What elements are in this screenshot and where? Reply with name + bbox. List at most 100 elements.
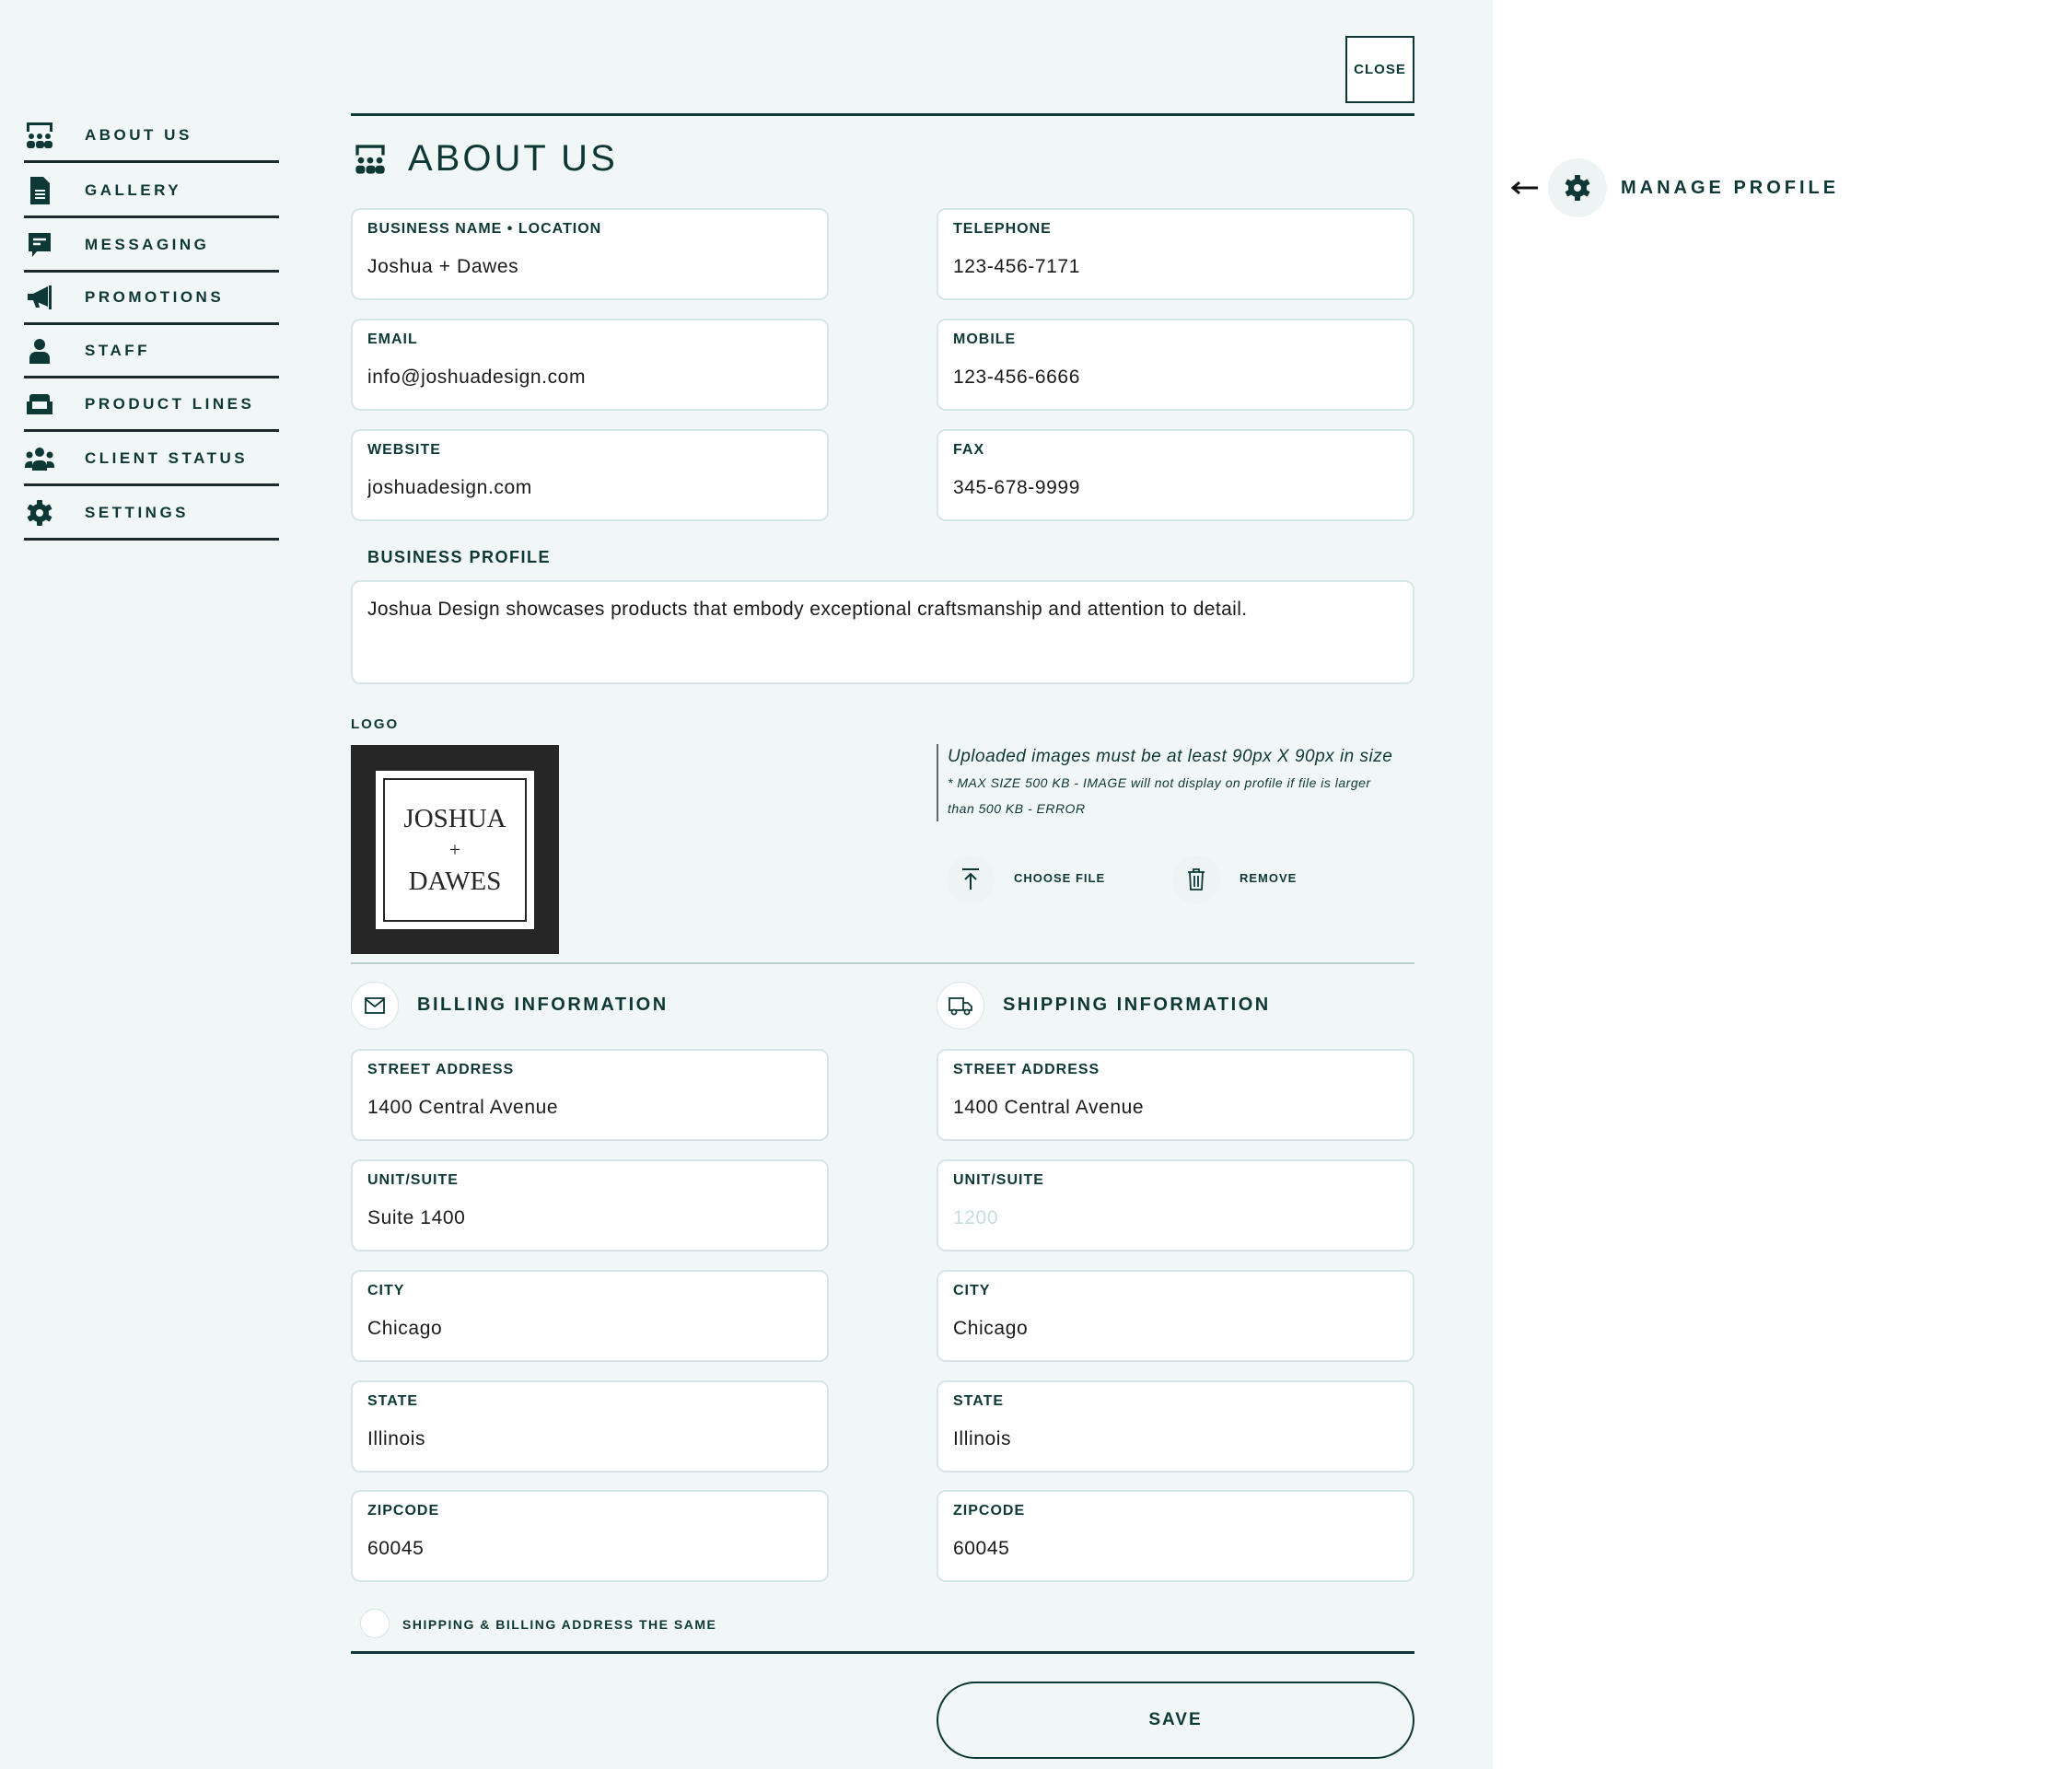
presentation-icon [355,144,385,174]
shipping-city-input[interactable] [953,1318,1395,1340]
billing-unit-field[interactable]: UNIT/SUITE [351,1159,829,1251]
shipping-street-input[interactable] [953,1097,1395,1119]
website-field[interactable]: WEBSITE [351,429,829,521]
arrow-left-icon [1510,180,1538,195]
field-label: WEBSITE [367,442,441,458]
presentation-icon [27,122,52,148]
shipping-street-field[interactable]: STREET ADDRESS [937,1049,1414,1141]
field-label: TELEPHONE [953,221,1052,237]
same-address-label[interactable]: SHIPPING & BILLING ADDRESS THE SAME [402,1617,717,1632]
fax-field[interactable]: FAX [937,429,1414,521]
message-icon [29,232,51,257]
shipping-zipcode-input[interactable] [953,1538,1395,1560]
gear-icon [1565,175,1590,201]
logo-label: LOGO [351,716,400,732]
field-label: STATE [367,1393,419,1409]
sidebar-item-label: SETTINGS [85,503,190,521]
billing-street-field[interactable]: STREET ADDRESS [351,1049,829,1141]
logo-text: JOSHUA [403,803,506,833]
document-icon [30,176,50,204]
sidebar-item-label: PROMOTIONS [85,287,225,306]
sidebar-item-label: PRODUCT LINES [85,394,255,413]
sidebar-item-messaging[interactable]: MESSAGING [24,219,279,273]
email-input[interactable] [367,367,809,389]
divider [351,113,1414,116]
logo-image: JOSHUA + DAWES [351,745,559,954]
shipping-title: SHIPPING INFORMATION [1003,995,1271,1015]
field-label: ZIPCODE [953,1503,1026,1519]
business-name-input[interactable] [367,256,809,278]
remove-button[interactable] [1172,855,1220,903]
upload-note-main: Uploaded images must be at least 90px X … [948,747,1393,766]
field-label: UNIT/SUITE [367,1172,459,1188]
remove-label[interactable]: REMOVE [1240,871,1298,885]
mobile-field[interactable]: MOBILE [937,319,1414,411]
shipping-state-field[interactable]: STATE [937,1380,1414,1472]
sidebar-item-product-lines[interactable]: PRODUCT LINES [24,378,279,432]
divider [351,1651,1414,1654]
logo-text: + [448,837,461,861]
shipping-state-input[interactable] [953,1428,1395,1450]
gear-icon-circle [1548,158,1607,217]
billing-unit-input[interactable] [367,1207,809,1229]
truck-icon [949,997,972,1016]
field-label: MOBILE [953,332,1017,347]
sidebar-item-client-status[interactable]: CLIENT STATUS [24,433,279,486]
field-label: STREET ADDRESS [953,1062,1100,1077]
page-heading: ABOUT US [351,138,618,180]
sidebar-item-promotions[interactable]: PROMOTIONS [24,272,279,325]
billing-city-field[interactable]: CITY [351,1270,829,1362]
sidebar-item-settings[interactable]: SETTINGS [24,487,279,541]
billing-title: BILLING INFORMATION [417,995,669,1015]
sidebar-item-gallery[interactable]: GALLERY [24,165,279,218]
shipping-city-field[interactable]: CITY [937,1270,1414,1362]
logo-text: DAWES [408,866,502,896]
telephone-field[interactable]: TELEPHONE [937,208,1414,300]
megaphone-icon [28,285,52,309]
shipping-zipcode-field[interactable]: ZIPCODE [937,1490,1414,1582]
website-input[interactable] [367,477,809,499]
sidebar-item-label: STAFF [85,341,151,359]
email-field[interactable]: EMAIL [351,319,829,411]
save-button[interactable]: SAVE [937,1682,1414,1759]
shipping-unit-field[interactable]: UNIT/SUITE 1200 [937,1159,1414,1251]
user-icon [29,338,50,364]
sidebar-item-label: GALLERY [85,180,182,199]
telephone-input[interactable] [953,256,1395,278]
business-profile-label: BUSINESS PROFILE [367,548,552,566]
close-button[interactable]: CLOSE [1345,36,1414,103]
sidebar-item-about-us[interactable]: ABOUT US [24,110,279,163]
field-label: EMAIL [367,332,418,347]
billing-state-field[interactable]: STATE [351,1380,829,1472]
choose-file-label[interactable]: CHOOSE FILE [1014,871,1106,885]
sidebar-item-label: MESSAGING [85,235,210,253]
page-title: ABOUT US [408,138,618,179]
sidebar-item-staff[interactable]: STAFF [24,325,279,378]
billing-state-input[interactable] [367,1428,809,1450]
divider [351,962,1414,964]
envelope-icon [365,997,385,1014]
field-label: STATE [953,1393,1005,1409]
trash-icon [1188,868,1205,890]
upload-note-detail: * MAX SIZE 500 KB - IMAGE will not displ… [948,775,1371,816]
field-label: CITY [367,1283,405,1298]
field-label: STREET ADDRESS [367,1062,515,1077]
business-profile-textarea[interactable]: Joshua Design showcases products that em… [351,580,1414,684]
billing-zipcode-field[interactable]: ZIPCODE [351,1490,829,1582]
gear-icon [27,499,52,526]
field-label: ZIPCODE [367,1503,440,1519]
users-icon [25,447,54,471]
billing-city-input[interactable] [367,1318,809,1340]
choose-file-button[interactable] [947,855,995,903]
same-address-checkbox[interactable] [360,1609,390,1638]
billing-street-input[interactable] [367,1097,809,1119]
shipping-icon-circle [937,982,984,1030]
billing-zipcode-input[interactable] [367,1538,809,1560]
mobile-input[interactable] [953,367,1395,389]
upload-note: Uploaded images must be at least 90px X … [937,744,1397,821]
fax-input[interactable] [953,477,1395,499]
shipping-unit-input[interactable]: 1200 [953,1207,999,1228]
business-name-field[interactable]: BUSINESS NAME • LOCATION [351,208,829,300]
billing-icon-circle [351,982,399,1030]
manage-profile-link[interactable]: MANAGE PROFILE [1510,158,1839,217]
